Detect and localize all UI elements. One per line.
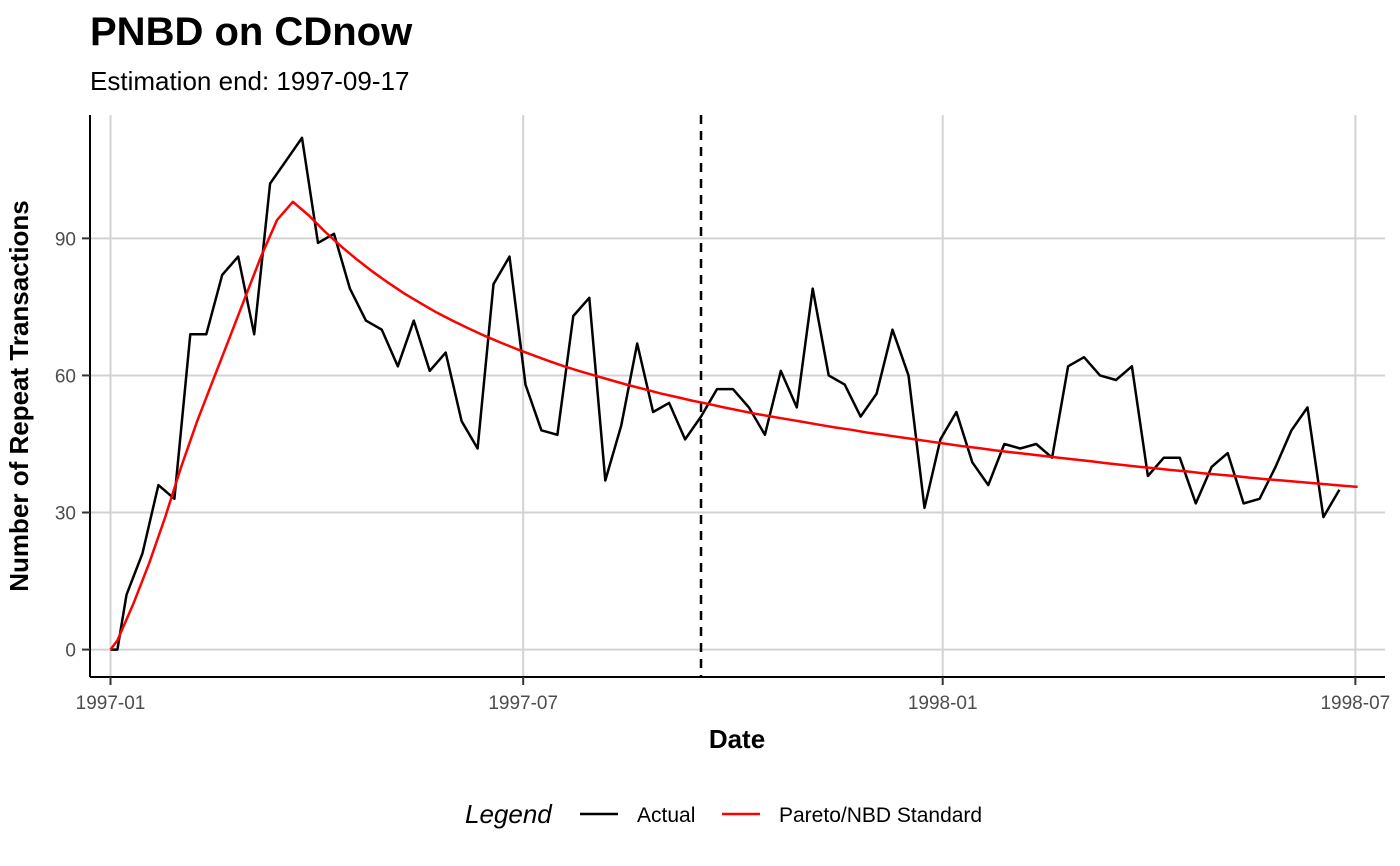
series-line-actual: [110, 136, 1341, 651]
y-tick-label-0: 0: [65, 641, 76, 662]
legend-title: Legend: [465, 799, 553, 829]
x-tick-label-1998-07: 1998-07: [1320, 693, 1390, 714]
y-tick-label-30: 30: [55, 504, 76, 525]
legend-label-model: Pareto/NBD Standard: [779, 804, 982, 827]
x-tick-label-1998-01: 1998-01: [908, 693, 978, 714]
x-tick-label-1997-01: 1997-01: [76, 693, 146, 714]
y-axis-label: Number of Repeat Transactions: [4, 200, 34, 592]
series-line-pareto-nbd: [109, 200, 1358, 651]
legend: Legend Actual Pareto/NBD Standard: [465, 799, 982, 829]
axis-layer: [89, 115, 1385, 678]
legend-label-actual: Actual: [637, 804, 695, 827]
x-tick-label-1997-07: 1997-07: [488, 693, 558, 714]
chart-subtitle: Estimation end: 1997-09-17: [90, 66, 410, 96]
grid-layer: [90, 115, 1385, 677]
tick-layer: 0 30 60 90 1997-01 1997-07 1998-01 1998-07: [55, 229, 1390, 714]
x-axis-label: Date: [709, 724, 765, 754]
series-layer: [109, 136, 1358, 651]
chart-title: PNBD on CDnow: [90, 10, 413, 54]
y-tick-label-90: 90: [55, 229, 76, 250]
y-tick-label-60: 60: [55, 366, 76, 387]
